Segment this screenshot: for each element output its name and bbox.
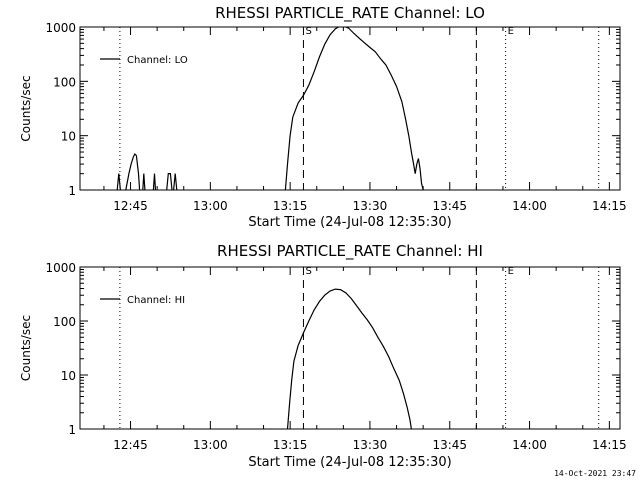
footer-timestamp: 14-Oct-2021 23:47 [554,469,636,478]
chart-title: RHESSI PARTICLE_RATE Channel: HI [217,242,483,261]
data-series-line [116,173,121,190]
y-tick-label: 10 [61,130,76,144]
data-series-line [166,173,173,190]
y-tick-label: 10 [61,369,76,383]
y-tick-label: 1000 [45,21,76,35]
legend-label: Channel: LO [127,55,188,66]
data-series-line [152,173,157,190]
x-tick-label: 12:45 [113,199,148,213]
data-series-line [173,173,178,190]
chart-title: RHESSI PARTICLE_RATE Channel: LO [215,4,485,23]
time-marker-label: E [508,266,514,277]
data-series-line [286,288,412,429]
time-marker-label: S [305,266,311,277]
y-tick-label: 100 [53,315,76,329]
x-tick-label: 13:15 [273,438,308,452]
y-tick-label: 1 [68,423,76,437]
data-series-line [125,152,141,190]
y-tick-label: 1000 [45,261,76,275]
data-series-line [142,173,146,190]
x-axis-label: Start Time (24-Jul-08 12:35:30) [248,215,451,230]
y-axis-label: Counts/sec [19,75,33,141]
x-tick-label: 14:15 [592,438,627,452]
x-tick-label: 14:15 [592,199,627,213]
chart-panel-1: RHESSI PARTICLE_RATE Channel: LO Start Ti… [19,4,627,230]
x-tick-label: 12:45 [113,438,148,452]
y-tick-label: 1 [68,184,76,198]
x-tick-label: 13:15 [273,199,308,213]
y-tick-label: 100 [53,75,76,89]
x-tick-label: 13:45 [432,199,467,213]
x-tick-label: 14:00 [512,199,547,213]
x-tick-label: 13:30 [353,199,388,213]
x-tick-label: 14:00 [512,438,547,452]
plot-frame [79,266,621,430]
x-tick-label: 13:00 [193,438,228,452]
time-marker-label: S [305,26,311,37]
y-axis-label: Counts/sec [19,315,33,381]
plot-frame [79,26,621,191]
legend-label: Channel: HI [127,295,185,306]
chart-panel-2: RHESSI PARTICLE_RATE Channel: HI Start Ti… [19,242,627,470]
x-axis-label: Start Time (24-Jul-08 12:35:30) [248,455,451,470]
time-marker-label: E [508,26,514,37]
x-tick-label: 13:00 [193,199,228,213]
x-tick-label: 13:45 [432,438,467,452]
data-series-line [284,27,424,190]
x-tick-label: 13:30 [353,438,388,452]
